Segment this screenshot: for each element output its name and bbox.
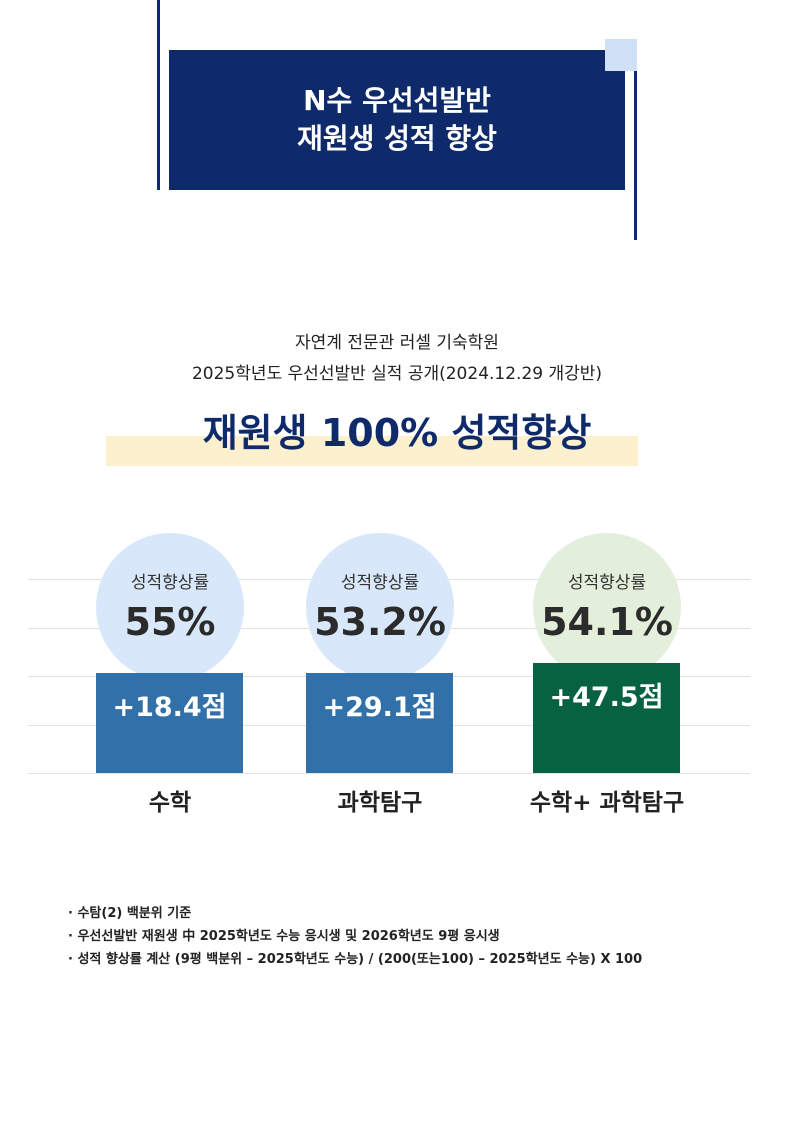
title-line1: N수 우선선발반 <box>303 84 491 117</box>
rate-circle <box>96 533 244 681</box>
headline: 재원생 100% 성적향상 <box>202 411 592 455</box>
footnote-3: · 성적 향상률 계산 (9평 백분위 – 2025학년도 수능) / (200… <box>68 952 643 967</box>
rate-value: 55% <box>124 600 216 644</box>
score-bar <box>533 663 680 773</box>
score-bar-value: +18.4점 <box>112 692 227 723</box>
score-bar <box>306 673 453 773</box>
rate-label: 성적향상률 <box>567 573 647 593</box>
score-bar <box>96 673 243 773</box>
rate-label: 성적향상률 <box>130 573 210 593</box>
title-corner-square <box>605 39 637 71</box>
headline-highlight <box>106 436 638 466</box>
rate-label: 성적향상률 <box>340 573 420 593</box>
title-left-rule <box>157 0 160 190</box>
gridline-baseline <box>28 773 750 774</box>
rate-circle <box>533 533 681 681</box>
title-box: N수 우선선발반 재원생 성적 향상 <box>169 50 625 190</box>
title-right-rule <box>634 50 637 240</box>
score-bar-value: +47.5점 <box>549 682 664 713</box>
category-label: 수학 <box>148 790 192 816</box>
category-label: 과학탐구 <box>337 790 423 816</box>
intro-line1: 자연계 전문관 러셀 기숙학원 <box>295 333 499 353</box>
footnote-1: · 수탐(2) 백분위 기준 <box>68 906 192 921</box>
rate-value: 54.1% <box>541 600 673 644</box>
rate-circle <box>306 533 454 681</box>
footnotes: · 수탐(2) 백분위 기준 · 우선선발반 재원생 中 2025학년도 수능 … <box>68 902 642 971</box>
rate-value: 53.2% <box>314 600 446 644</box>
intro-line2: 2025학년도 우선선발반 실적 공개(2024.12.29 개강반) <box>191 364 603 384</box>
footnote-2: · 우선선발반 재원생 中 2025학년도 수능 응시생 및 2026학년도 9… <box>68 929 500 944</box>
score-bar-value: +29.1점 <box>322 692 437 723</box>
category-label: 수학+ 과학탐구 <box>529 790 685 816</box>
title-line2: 재원생 성적 향상 <box>297 122 497 155</box>
